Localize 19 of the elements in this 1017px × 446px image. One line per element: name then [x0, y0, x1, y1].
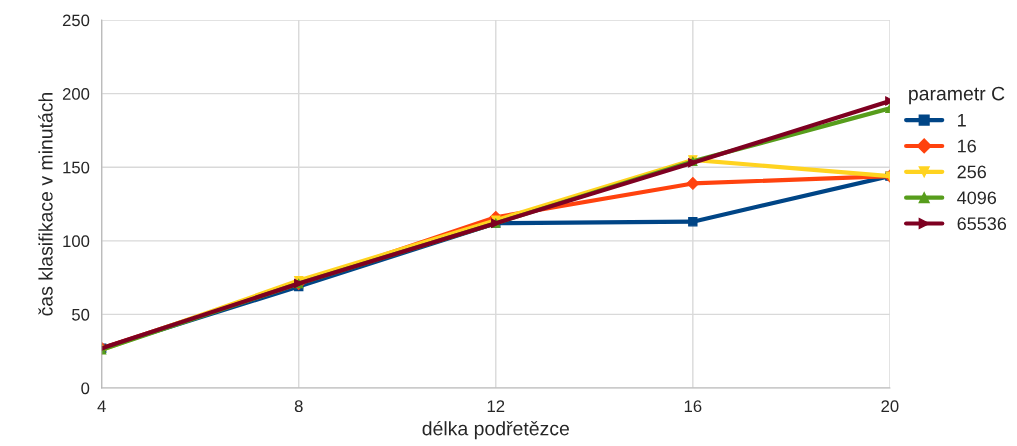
y-tick-label: 100 [63, 235, 90, 248]
y-axis-title: čas klasifikace v minutách [38, 92, 53, 316]
legend-title: parametr C [909, 86, 1005, 105]
x-tick-label: 20 [881, 400, 899, 413]
x-tick-label: 16 [684, 400, 702, 413]
legend-label: 4096 [957, 191, 997, 205]
x-tick-label: 8 [294, 400, 303, 413]
legend-label: 16 [958, 139, 976, 153]
x-tick-label: 4 [97, 400, 106, 412]
y-tick-label: 250 [62, 14, 90, 27]
x-tick-label: 12 [487, 400, 505, 412]
y-tick-label: 200 [62, 88, 90, 100]
legend-label: 1 [958, 114, 966, 127]
x-axis-title: délka podřetězce [422, 420, 569, 440]
y-tick-label: 150 [63, 161, 90, 174]
y-tick-label: 50 [72, 308, 90, 321]
y-tick-label: 0 [81, 382, 90, 395]
legend-label: 256 [957, 165, 987, 179]
legend-label: 65536 [957, 217, 1007, 231]
